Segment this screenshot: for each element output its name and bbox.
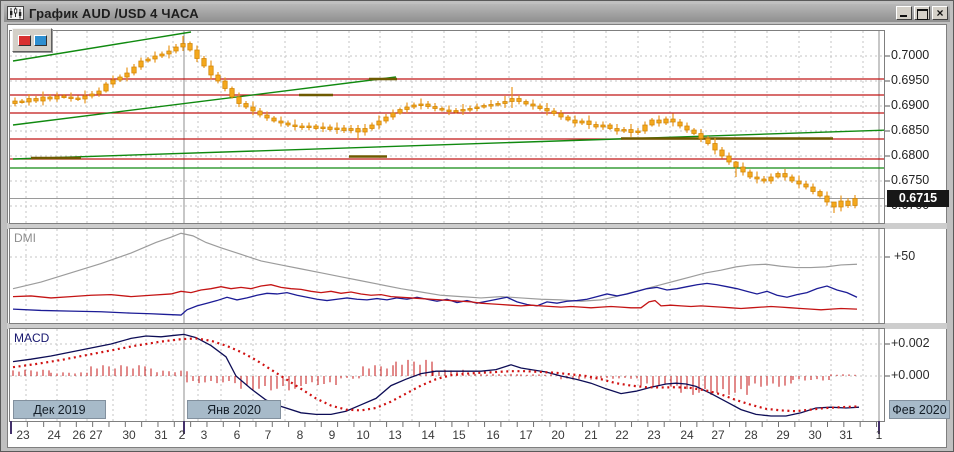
panel-separator — [7, 223, 947, 229]
price-axis-label: 0.6800 — [891, 148, 930, 162]
x-axis-label: 2 — [178, 428, 186, 442]
x-axis-label: 24 — [680, 428, 694, 442]
toolbar-blue-button[interactable] — [33, 34, 47, 46]
close-button[interactable]: × — [932, 6, 948, 20]
title-bar[interactable]: График AUD /USD 4 ЧАСА × — [4, 4, 950, 22]
price-chart-panel[interactable] — [10, 31, 884, 223]
x-axis-label: 24 — [47, 428, 61, 442]
chart-toolbar — [12, 28, 52, 52]
minimize-button[interactable] — [896, 6, 912, 20]
x-axis-label: 23 — [647, 428, 661, 442]
x-axis-label: 30 — [122, 428, 136, 442]
x-axis-label: 21 — [584, 428, 598, 442]
x-axis-label: 31 — [839, 428, 853, 442]
x-axis-label: 10 — [356, 428, 370, 442]
maximize-button[interactable] — [914, 6, 930, 20]
x-axis-label: 6 — [233, 428, 241, 442]
month-label: Дек 2019 — [13, 400, 106, 419]
x-axis-label: 31 — [154, 428, 168, 442]
month-label: Янв 2020 — [187, 400, 281, 419]
x-axis-label: 3 — [200, 428, 208, 442]
window-controls: × — [896, 6, 948, 20]
x-axis-label: 13 — [388, 428, 402, 442]
macd-panel-label: MACD — [14, 331, 50, 345]
close-icon: × — [936, 6, 944, 20]
x-axis-label: 22 — [615, 428, 629, 442]
x-axis-label: 9 — [328, 428, 336, 442]
price-axis-label: 0.6850 — [891, 123, 930, 137]
month-label: Фев 2020 — [889, 400, 950, 419]
x-axis-label: 7 — [264, 428, 272, 442]
x-axis-label: 15 — [452, 428, 466, 442]
maximize-icon — [917, 9, 928, 20]
current-price-tag: 0.6715 — [887, 190, 949, 207]
price-axis-label: 0.7000 — [891, 48, 930, 62]
x-axis-label: 1 — [875, 428, 883, 442]
x-axis-label: 16 — [486, 428, 500, 442]
price-axis-label: 0.6750 — [891, 173, 930, 187]
x-axis-label: 14 — [421, 428, 435, 442]
macd-scale-label: +0.000 — [891, 368, 930, 382]
x-axis-label: 23 — [16, 428, 30, 442]
candlestick-chart-icon — [7, 6, 25, 20]
toolbar-red-button[interactable] — [17, 34, 31, 46]
dmi-panel-label: DMI — [14, 231, 36, 245]
x-axis-label: 26 — [72, 428, 86, 442]
x-axis-label: 20 — [551, 428, 565, 442]
dmi-scale-label: +50 — [894, 249, 916, 263]
minimize-icon — [900, 15, 907, 17]
price-axis-label: 0.6900 — [891, 98, 930, 112]
x-axis-label: 29 — [776, 428, 790, 442]
x-axis-label: 28 — [744, 428, 758, 442]
panel-separator — [7, 323, 947, 329]
window-title: График AUD /USD 4 ЧАСА — [29, 5, 199, 21]
x-axis-label: 17 — [519, 428, 533, 442]
x-axis-label: 27 — [711, 428, 725, 442]
x-axis-label: 30 — [808, 428, 822, 442]
macd-scale-label: +0.002 — [891, 336, 930, 350]
x-axis-label: 27 — [89, 428, 103, 442]
dmi-panel[interactable] — [10, 229, 884, 323]
x-axis-label: 8 — [296, 428, 304, 442]
macd-panel[interactable] — [10, 329, 884, 421]
price-axis-label: 0.6950 — [891, 73, 930, 87]
